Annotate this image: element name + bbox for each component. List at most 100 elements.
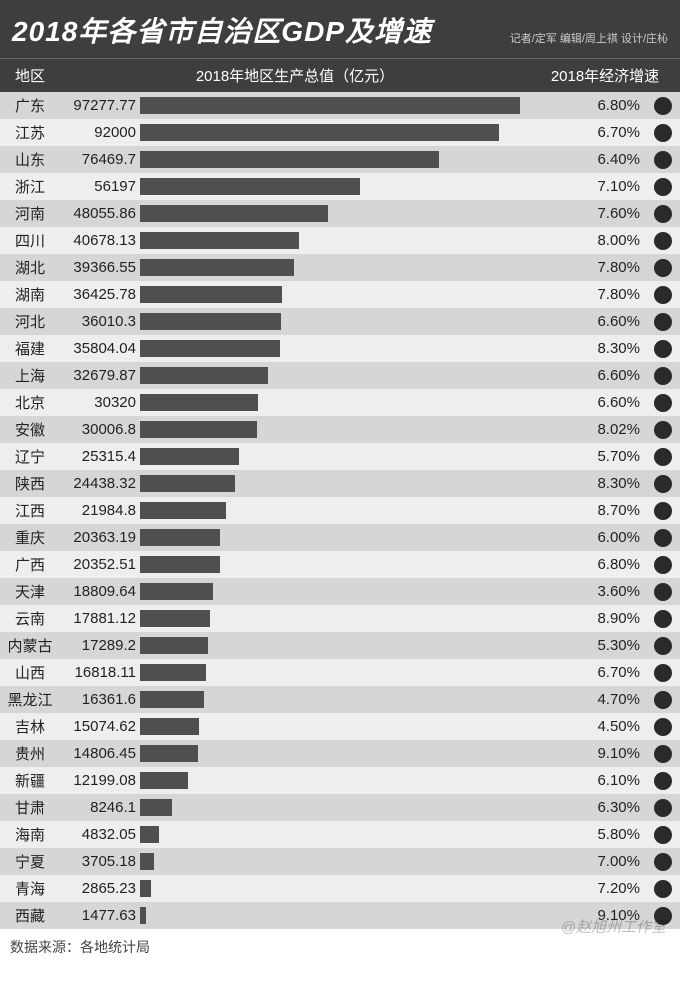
- table-row: 海南4832.055.80%: [0, 821, 680, 848]
- cell-bar: [140, 848, 536, 875]
- cell-bar: [140, 686, 536, 713]
- cell-region: 重庆: [0, 527, 60, 548]
- cell-gdp-value: 92000: [60, 124, 140, 141]
- cell-gdp-value: 17881.12: [60, 610, 140, 627]
- cell-growth: 4.50%: [536, 718, 646, 735]
- table-row: 四川40678.13 8.00%: [0, 227, 680, 254]
- gdp-bar: [140, 286, 282, 303]
- cell-bar: [140, 281, 536, 308]
- cell-growth: 8.00%: [536, 232, 646, 249]
- cell-gdp-value: 3705.18: [60, 853, 140, 870]
- cell-dot: [646, 286, 680, 304]
- dot-icon: [654, 259, 672, 277]
- dot-icon: [654, 124, 672, 142]
- cell-dot: [646, 502, 680, 520]
- cell-bar: [140, 254, 536, 281]
- cell-dot: [646, 232, 680, 250]
- dot-icon: [654, 907, 672, 925]
- cell-dot: [646, 178, 680, 196]
- cell-region: 北京: [0, 392, 60, 413]
- cell-growth: 9.10%: [536, 745, 646, 762]
- cell-dot: [646, 718, 680, 736]
- cell-growth: 8.02%: [536, 421, 646, 438]
- table-row: 黑龙江16361.64.70%: [0, 686, 680, 713]
- title-bar: 2018年各省市自治区GDP及增速 记者/定军 编辑/周上祺 设计/庄杺: [0, 0, 680, 58]
- cell-gdp-value: 21984.8: [60, 502, 140, 519]
- cell-bar: [140, 902, 536, 929]
- table-row: 辽宁25315.45.70%: [0, 443, 680, 470]
- gdp-bar: [140, 691, 204, 708]
- table-row: 青海2865.237.20%: [0, 875, 680, 902]
- cell-gdp-value: 30320: [60, 394, 140, 411]
- cell-dot: [646, 448, 680, 466]
- gdp-bar: [140, 799, 172, 816]
- rows-container: 广东97277.776.80%江苏920006.70%山东76469.76.40…: [0, 92, 680, 929]
- table-row: 天津18809.643.60%: [0, 578, 680, 605]
- gdp-bar: [140, 529, 220, 546]
- cell-gdp-value: 30006.8: [60, 421, 140, 438]
- cell-growth: 5.30%: [536, 637, 646, 654]
- cell-gdp-value: 16818.11: [60, 664, 140, 681]
- gdp-bar: [140, 880, 151, 897]
- gdp-bar: [140, 421, 257, 438]
- cell-dot: [646, 772, 680, 790]
- cell-gdp-value: 16361.6: [60, 691, 140, 708]
- cell-bar: [140, 875, 536, 902]
- dot-icon: [654, 799, 672, 817]
- cell-bar: [140, 551, 536, 578]
- table-row: 福建35804.048.30%: [0, 335, 680, 362]
- cell-gdp-value: 76469.7: [60, 151, 140, 168]
- cell-bar: [140, 632, 536, 659]
- cell-growth: 6.40%: [536, 151, 646, 168]
- table-row: 上海32679.876.60%: [0, 362, 680, 389]
- table-row: 云南17881.128.90%: [0, 605, 680, 632]
- cell-dot: [646, 475, 680, 493]
- dot-icon: [654, 718, 672, 736]
- table-row: 广东97277.776.80%: [0, 92, 680, 119]
- dot-icon: [654, 853, 672, 871]
- gdp-bar: [140, 340, 280, 357]
- dot-icon: [654, 664, 672, 682]
- cell-region: 天津: [0, 581, 60, 602]
- cell-growth: 6.70%: [536, 664, 646, 681]
- dot-icon: [654, 340, 672, 358]
- cell-bar: [140, 146, 536, 173]
- cell-dot: [646, 907, 680, 925]
- dot-icon: [654, 421, 672, 439]
- table-row: 安徽30006.88.02%: [0, 416, 680, 443]
- cell-gdp-value: 32679.87: [60, 367, 140, 384]
- cell-dot: [646, 799, 680, 817]
- cell-region: 四川: [0, 230, 60, 251]
- cell-region: 广东: [0, 95, 60, 116]
- cell-growth: 6.60%: [536, 367, 646, 384]
- cell-gdp-value: 36425.78: [60, 286, 140, 303]
- cell-region: 江西: [0, 500, 60, 521]
- dot-icon: [654, 232, 672, 250]
- cell-region: 浙江: [0, 176, 60, 197]
- cell-gdp-value: 8246.1: [60, 799, 140, 816]
- table-row: 河南48055.867.60%: [0, 200, 680, 227]
- cell-dot: [646, 97, 680, 115]
- cell-region: 西藏: [0, 905, 60, 926]
- gdp-bar: [140, 718, 199, 735]
- cell-region: 陕西: [0, 473, 60, 494]
- cell-gdp-value: 15074.62: [60, 718, 140, 735]
- dot-icon: [654, 367, 672, 385]
- cell-bar: [140, 794, 536, 821]
- cell-dot: [646, 853, 680, 871]
- gdp-bar: [140, 583, 213, 600]
- header-row: 地区 2018年地区生产总值（亿元） 2018年经济增速: [0, 58, 680, 92]
- dot-icon: [654, 691, 672, 709]
- cell-bar: [140, 659, 536, 686]
- cell-dot: [646, 394, 680, 412]
- dot-icon: [654, 610, 672, 628]
- gdp-bar: [140, 853, 154, 870]
- cell-bar: [140, 335, 536, 362]
- cell-region: 湖南: [0, 284, 60, 305]
- cell-region: 辽宁: [0, 446, 60, 467]
- dot-icon: [654, 448, 672, 466]
- table-row: 内蒙古17289.25.30%: [0, 632, 680, 659]
- cell-gdp-value: 40678.13: [60, 232, 140, 249]
- cell-bar: [140, 578, 536, 605]
- cell-growth: 6.00%: [536, 529, 646, 546]
